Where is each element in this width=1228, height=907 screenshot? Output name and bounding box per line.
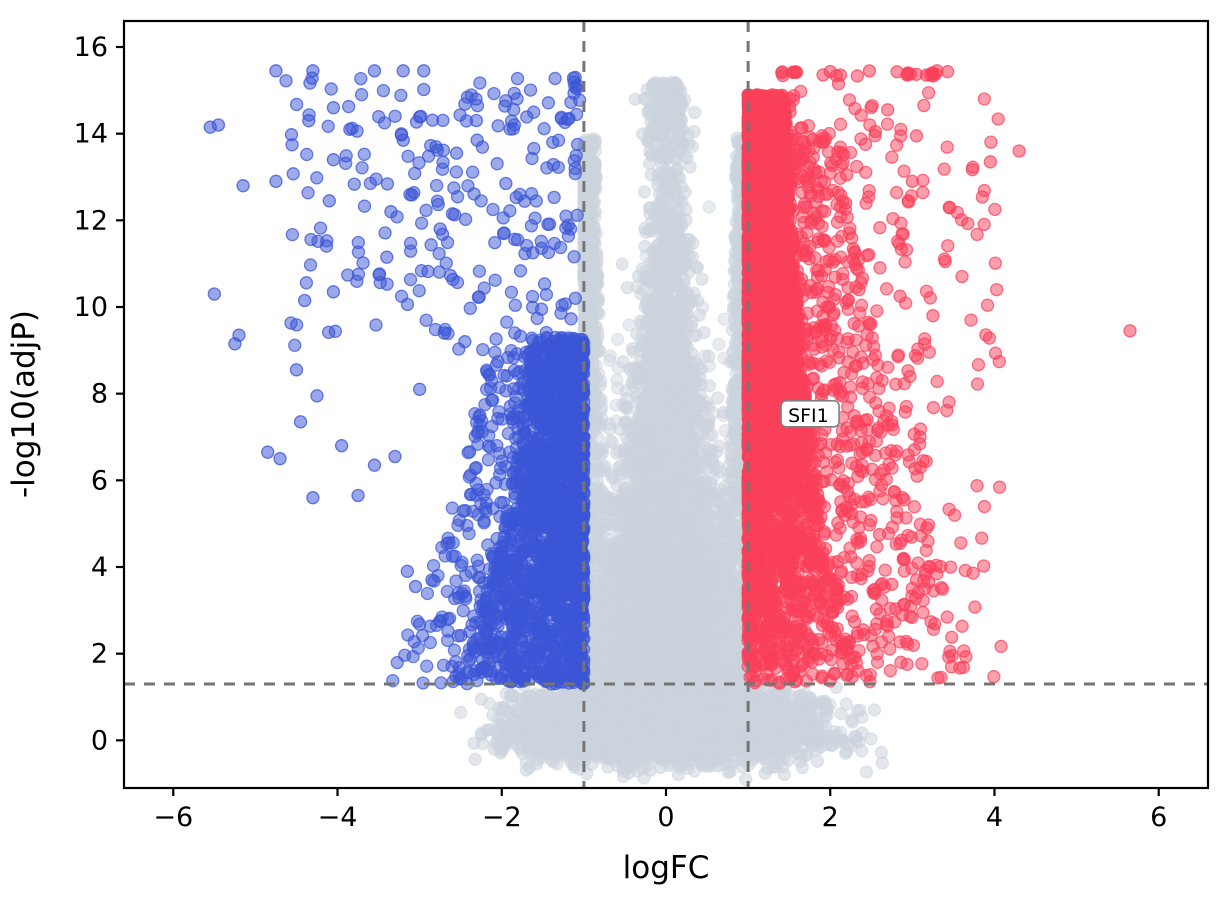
x-axis-tick-label: 4 (986, 802, 1003, 833)
threshold-lines (124, 21, 1208, 788)
gene-annotation-label: SFI1 (788, 405, 829, 427)
y-axis: 0 2 4 6 8 10 12 14 16 (74, 32, 124, 756)
scatter-points-up-regulated (741, 64, 1137, 690)
x-axis: −6 −4 −2 0 2 4 6 (153, 788, 1167, 833)
x-axis-tick-label: −2 (482, 802, 522, 833)
y-axis-tick-label: 12 (74, 205, 108, 236)
y-axis-tick-label: 10 (74, 292, 108, 323)
x-axis-tick-label: 6 (1150, 802, 1167, 833)
x-axis-tick-label: −6 (153, 802, 193, 833)
gene-annotation-box (780, 400, 840, 428)
x-axis-tick-label: 0 (657, 802, 674, 833)
y-axis-tick-label: 6 (91, 465, 108, 496)
y-axis-tick-label: 0 (91, 725, 108, 756)
x-axis-tick-label: −4 (318, 802, 358, 833)
scatter-points-not-significant (454, 75, 889, 786)
y-axis-tick-label: 4 (91, 552, 108, 583)
y-axis-tick-label: 14 (74, 119, 108, 150)
x-axis-title: logFC (623, 850, 710, 886)
y-axis-title: -log10(adjP) (6, 310, 42, 498)
x-axis-tick-label: 2 (822, 802, 839, 833)
y-axis-tick-label: 2 (91, 639, 108, 670)
gene-annotation: SFI1 (780, 400, 840, 428)
gene-annotations: SFI1 (780, 400, 840, 428)
y-axis-tick-label: 8 (91, 379, 108, 410)
y-axis-tick-label: 16 (74, 32, 108, 63)
